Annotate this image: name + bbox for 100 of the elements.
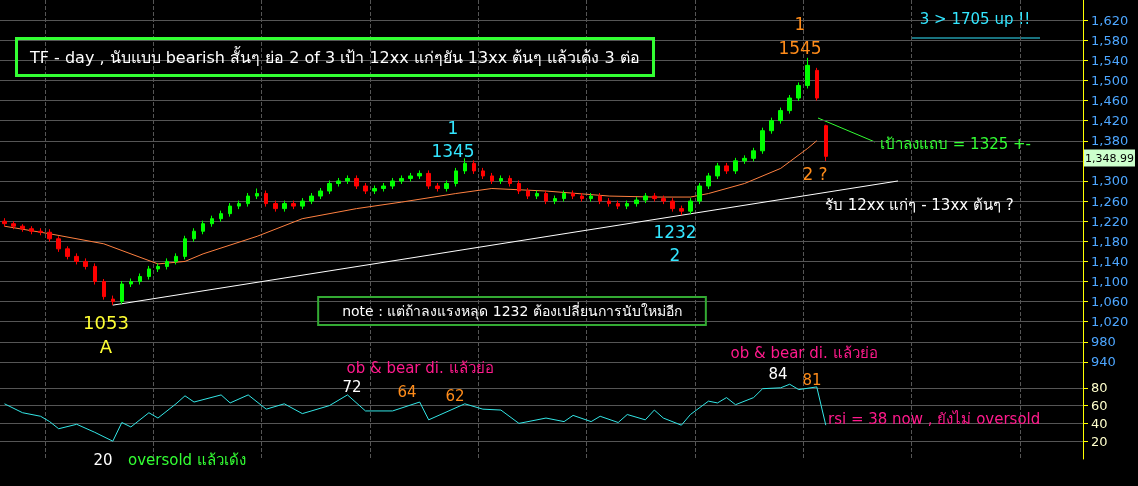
candlestick [634, 196, 639, 208]
candlestick [454, 167, 458, 187]
annotation: เป้าลงแถบ = 1325 +- [880, 135, 1032, 153]
candlestick [742, 154, 747, 165]
candlestick [309, 192, 314, 205]
text: 1,348.99 [1085, 151, 1134, 165]
candlestick [715, 162, 720, 180]
candlestick [228, 202, 232, 218]
y-tick-label: 1,620 [1091, 12, 1129, 28]
candlestick [363, 182, 368, 195]
candlestick [625, 200, 629, 210]
y-tick-label: 1,380 [1091, 133, 1129, 149]
y-tick-label: 1,180 [1091, 233, 1129, 249]
candlestick [255, 188, 259, 200]
candlestick [327, 179, 332, 195]
candlestick [273, 200, 278, 213]
candlestick [138, 272, 142, 286]
candlestick [165, 257, 169, 270]
candlestick [381, 182, 386, 193]
candlestick [607, 197, 611, 208]
candlestick [282, 200, 287, 213]
candlestick [390, 177, 395, 190]
candlestick [490, 172, 494, 185]
candlestick [38, 227, 43, 236]
candlestick [544, 190, 548, 205]
candlestick [300, 197, 305, 210]
candlestick [526, 187, 530, 200]
annotation: 64 [397, 383, 417, 401]
candlestick [661, 195, 666, 205]
annotation: 81 [802, 371, 822, 389]
candlestick [83, 257, 88, 270]
annotation: รับ 12xx แก่ๆ - 13xx ต้นๆ ? [825, 196, 1014, 214]
candlestick [724, 162, 729, 175]
y-tick-label: 20 [1091, 433, 1108, 449]
annotation: rsi = 38 now , ยังไม่ oversold [828, 410, 1041, 428]
candlestick [147, 265, 151, 280]
candlestick [815, 67, 819, 102]
candlestick [417, 169, 422, 180]
candlestick [553, 195, 557, 205]
candlestick [29, 225, 34, 235]
y-tick-label: 1,540 [1091, 52, 1129, 68]
annotation: 1 1345 [431, 117, 475, 161]
candlestick [336, 177, 341, 187]
candlestick [751, 147, 756, 162]
candlestick [643, 192, 648, 204]
annotation: 72 [342, 378, 362, 396]
candlestick [508, 174, 512, 187]
candlestick [589, 192, 593, 203]
y-tick-label: 1,220 [1091, 213, 1129, 229]
candlestick [111, 295, 115, 306]
y-tick-label: 1,020 [1091, 314, 1129, 330]
annotation: 20 [93, 451, 113, 469]
candlestick [354, 174, 359, 190]
candlestick [56, 235, 61, 253]
candlestick [237, 200, 241, 210]
candlestick [20, 223, 25, 233]
candlestick [264, 190, 268, 208]
y-tick-label: 1,420 [1091, 113, 1129, 129]
candlestick [499, 174, 503, 185]
annotation: ob & bear di. แล้วย่อ [730, 344, 878, 362]
candlestick [535, 190, 539, 200]
candlestick [219, 210, 223, 223]
candlestick [580, 192, 584, 203]
candlestick [517, 179, 521, 195]
y-tick-label: 1,140 [1091, 253, 1129, 269]
annotation: 1053 A [83, 311, 129, 357]
y-tick-label: 1,300 [1091, 173, 1129, 189]
candlestick [679, 205, 684, 216]
candlestick [652, 192, 657, 203]
candlestick [210, 215, 214, 228]
y-tick-label: 1,460 [1091, 93, 1129, 109]
candlestick [2, 217, 7, 228]
candlestick [246, 192, 250, 208]
candlestick [824, 124, 828, 162]
y-tick-label: 80 [1091, 380, 1108, 396]
candlestick [65, 245, 70, 260]
annotation: 1232 2 [653, 221, 697, 265]
y-tick-label: 980 [1091, 334, 1116, 350]
candlestick [156, 262, 160, 273]
y-tick-label: 40 [1091, 415, 1108, 431]
annotation: 1 1545 [778, 14, 822, 58]
candlestick [102, 278, 106, 301]
annotation: 3 > 1705 up !! [919, 10, 1031, 28]
candlestick [120, 280, 124, 305]
candlestick [201, 220, 205, 235]
candlestick [47, 228, 52, 243]
y-tick-label: 1,580 [1091, 32, 1129, 48]
candlestick [174, 252, 178, 265]
line-series [4, 140, 818, 265]
candlestick [192, 227, 196, 243]
candlestick [435, 182, 440, 193]
y-tick-label: 1,060 [1091, 294, 1129, 310]
candlestick [769, 117, 774, 135]
candlestick [129, 278, 133, 288]
candlestick [787, 94, 792, 115]
y-tick-label: 940 [1091, 354, 1116, 370]
candlestick [571, 190, 575, 200]
annotation: 84 [768, 365, 788, 383]
candlestick [399, 174, 404, 185]
candlestick [426, 169, 431, 190]
